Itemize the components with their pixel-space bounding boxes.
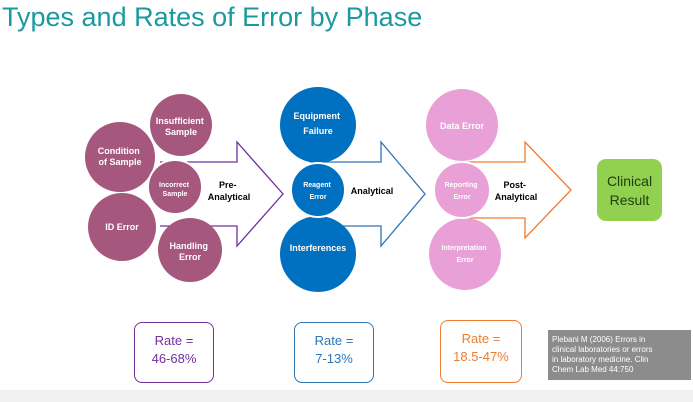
analytical-rate-label: Rate = xyxy=(314,333,354,348)
bottom-band xyxy=(0,390,693,402)
interferences-label: Interferences xyxy=(290,243,347,253)
condition-of-sample-label: Condition of Sample xyxy=(98,146,143,167)
insufficient-sample-circle xyxy=(150,94,212,156)
post-analytical-arrow xyxy=(455,140,572,240)
pre-analytical-rate-label: Rate = xyxy=(154,333,194,348)
condition-of-sample-circle xyxy=(85,122,155,192)
clinical-result-box: Clinical Result xyxy=(597,159,662,221)
clinical-result-line-2: Result xyxy=(609,192,650,208)
incorrect-sample-circle xyxy=(147,159,203,215)
interferences-circle xyxy=(280,216,356,292)
reporting-error-label: Reporting Error xyxy=(444,182,479,201)
pre-analytical-rate-box: Rate = 46-68% xyxy=(134,322,214,383)
citation-line: in laboratory medicine. Clin xyxy=(552,355,649,364)
pre-analytical-arrow-label: Pre- Analytical xyxy=(208,180,251,202)
data-error-circle xyxy=(426,89,498,161)
incorrect-sample-label: Incorrect Sample xyxy=(159,182,191,198)
insufficient-sample-label: Insufficient Sample xyxy=(156,116,207,137)
data-error-label: Data Error xyxy=(440,121,485,131)
pre-analytical-rate-value: 46-68% xyxy=(151,351,197,366)
equipment-failure-circle xyxy=(280,87,356,163)
interpretation-error-label: Interpretation Error xyxy=(441,245,488,264)
analytical-rate-value: 7-13% xyxy=(315,351,353,366)
equipment-failure-label: Equipment Failure xyxy=(293,111,342,136)
post-analytical-rate-value: 18.5-47% xyxy=(453,349,509,364)
analytical-arrow xyxy=(310,140,426,248)
slide-title: Types and Rates of Error by Phase xyxy=(2,2,423,32)
citation-line: Chem Lab Med 44:750 xyxy=(552,365,634,374)
analytical-arrow-label: Analytical xyxy=(351,186,394,196)
post-analytical-rate-box: Rate = 18.5-47% xyxy=(440,320,522,383)
citation-line: Plebani M (2006) Errors in xyxy=(552,335,646,344)
reagent-error-circle xyxy=(290,162,346,218)
citation-box: Plebani M (2006) Errors in clinical labo… xyxy=(548,330,691,380)
citation-line: clinical laboratories or errors xyxy=(552,345,653,354)
handling-error-label: Handling Error xyxy=(169,241,210,262)
clinical-result-line-1: Clinical xyxy=(606,173,653,189)
analytical-rate-box: Rate = 7-13% xyxy=(294,322,374,383)
post-analytical-rate-label: Rate = xyxy=(461,331,501,346)
id-error-circle xyxy=(88,193,156,261)
reporting-error-circle xyxy=(433,161,491,219)
reagent-error-label: Reagent Error xyxy=(303,182,333,201)
id-error-label: ID Error xyxy=(105,222,139,232)
handling-error-circle xyxy=(158,218,222,282)
interpretation-error-circle xyxy=(429,218,501,290)
post-analytical-arrow-label: Post- Analytical xyxy=(495,180,538,202)
